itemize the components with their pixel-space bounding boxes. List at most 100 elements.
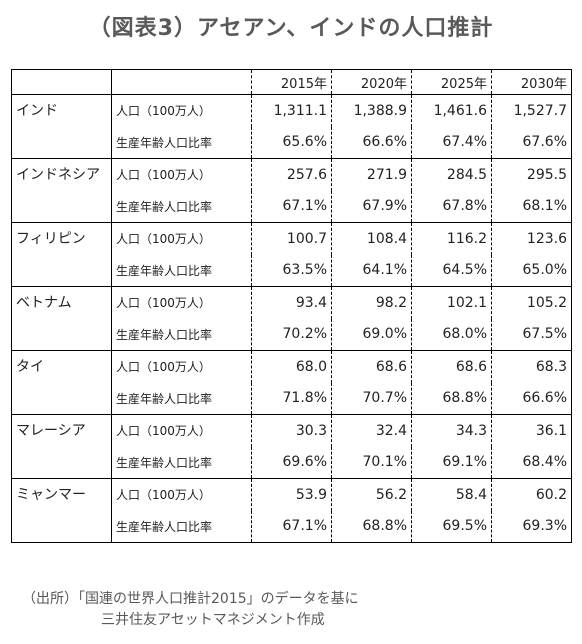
ratio-value: 66.6%	[491, 382, 572, 415]
table-row-ratio: 生産年齢人口比率 71.8% 70.7% 68.8% 66.6%	[12, 382, 572, 415]
ratio-value: 67.8%	[411, 190, 492, 223]
table-row-population: インド 人口（100万人） 1,311.1 1,388.9 1,461.6 1,527.7	[11, 94, 572, 159]
population-value: 68.3	[491, 350, 572, 383]
table-row-population: マレーシア 人口（100万人） 30.3 32.4 34.3 36.1	[11, 414, 572, 479]
ratio-value: 68.0%	[411, 318, 492, 351]
source-line-2: 三井住友アセットマネジメント作成	[101, 612, 325, 628]
ratio-value: 69.6%	[251, 446, 332, 479]
population-value: 1,461.6	[411, 94, 492, 127]
ratio-value: 67.5%	[491, 318, 572, 351]
population-value: 58.4	[411, 478, 492, 511]
population-value: 284.5	[411, 158, 492, 191]
metric-label-population: 人口（100万人）	[116, 360, 211, 375]
ratio-value: 67.9%	[331, 190, 412, 223]
header-year-2015: 2015年	[251, 69, 332, 95]
country-name: ミャンマー	[11, 478, 112, 543]
population-value: 257.6	[251, 158, 332, 191]
population-value: 1,388.9	[331, 94, 412, 127]
population-value: 60.2	[491, 478, 572, 511]
ratio-value: 69.5%	[411, 510, 492, 543]
population-value: 100.7	[251, 222, 332, 255]
population-value: 30.3	[251, 414, 332, 447]
header-year-2025: 2025年	[411, 69, 492, 95]
header-year-2020: 2020年	[331, 69, 412, 95]
country-name: インドネシア	[11, 158, 112, 223]
table-row-population: ミャンマー 人口（100万人） 53.9 56.2 58.4 60.2	[11, 478, 572, 543]
header-row: 2015年 2020年 2025年 2030年	[11, 69, 572, 95]
header-year-2030: 2030年	[491, 69, 572, 95]
ratio-value: 64.1%	[331, 254, 412, 287]
metric-label-ratio: 生産年齢人口比率	[111, 510, 252, 543]
header-blank-country	[11, 69, 112, 95]
ratio-value: 65.0%	[491, 254, 572, 287]
table-row-population: インドネシア 人口（100万人） 257.6 271.9 284.5 295.5	[11, 158, 572, 223]
population-value: 93.4	[251, 286, 332, 319]
table-row-ratio: 生産年齢人口比率 65.6% 66.6% 67.4% 67.6%	[12, 126, 572, 159]
population-value: 105.2	[491, 286, 572, 319]
country-name: タイ	[11, 350, 112, 415]
metric-label-ratio: 生産年齢人口比率	[111, 190, 252, 223]
metric-label-population: 人口（100万人）	[116, 232, 211, 247]
population-value: 1,527.7	[491, 94, 572, 127]
table-body: インド 人口（100万人） 1,311.1 1,388.9 1,461.6 1,527.7…	[11, 94, 572, 543]
ratio-value: 68.8%	[411, 382, 492, 415]
population-value: 53.9	[251, 478, 332, 511]
ratio-value: 70.1%	[331, 446, 412, 479]
population-value: 116.2	[411, 222, 492, 255]
ratio-value: 67.1%	[251, 510, 332, 543]
population-table: 2015年 2020年 2025年 2030年 インド 人口（100万人） 1,31…	[11, 69, 572, 543]
ratio-value: 66.6%	[331, 126, 412, 159]
population-value: 68.0	[251, 350, 332, 383]
metric-label-ratio: 生産年齢人口比率	[111, 382, 252, 415]
table-row-ratio: 生産年齢人口比率 70.2% 69.0% 68.0% 67.5%	[12, 318, 572, 351]
source-note: （出所）「国連の世界人口推計2015」のデータを基に 三井住友アセットマネジメン…	[22, 589, 359, 631]
ratio-value: 63.5%	[251, 254, 332, 287]
population-value: 34.3	[411, 414, 492, 447]
ratio-value: 67.4%	[411, 126, 492, 159]
country-name: インド	[11, 94, 112, 159]
population-value: 68.6	[331, 350, 412, 383]
population-value: 98.2	[331, 286, 412, 319]
ratio-value: 67.1%	[251, 190, 332, 223]
metric-label-population: 人口（100万人）	[116, 488, 211, 503]
ratio-value: 69.1%	[411, 446, 492, 479]
ratio-value: 68.8%	[331, 510, 412, 543]
population-value: 68.6	[411, 350, 492, 383]
ratio-value: 67.6%	[491, 126, 572, 159]
metric-label-ratio: 生産年齢人口比率	[111, 318, 252, 351]
country-name: ベトナム	[11, 286, 112, 351]
metric-label-population: 人口（100万人）	[116, 168, 211, 183]
population-value: 32.4	[331, 414, 412, 447]
metric-label-ratio: 生産年齢人口比率	[111, 446, 252, 479]
population-value: 56.2	[331, 478, 412, 511]
source-line-1: （出所）「国連の世界人口推計2015」のデータを基に	[22, 591, 359, 607]
table-row-ratio: 生産年齢人口比率 67.1% 68.8% 69.5% 69.3%	[12, 510, 572, 543]
population-value: 108.4	[331, 222, 412, 255]
population-value: 295.5	[491, 158, 572, 191]
ratio-value: 70.7%	[331, 382, 412, 415]
population-value: 1,311.1	[251, 94, 332, 127]
ratio-value: 69.0%	[331, 318, 412, 351]
page-title: （図表3）アセアン、インドの人口推計	[88, 16, 494, 41]
ratio-value: 71.8%	[251, 382, 332, 415]
country-name: マレーシア	[11, 414, 112, 479]
metric-label-population: 人口（100万人）	[116, 296, 211, 311]
ratio-value: 68.4%	[491, 446, 572, 479]
table-row-population: ベトナム 人口（100万人） 93.4 98.2 102.1 105.2	[11, 286, 572, 351]
metric-label-ratio: 生産年齢人口比率	[111, 254, 252, 287]
metric-label-ratio: 生産年齢人口比率	[111, 126, 252, 159]
ratio-value: 64.5%	[411, 254, 492, 287]
population-value: 102.1	[411, 286, 492, 319]
ratio-value: 65.6%	[251, 126, 332, 159]
table-row-population: タイ 人口（100万人） 68.0 68.6 68.6 68.3	[11, 350, 572, 415]
ratio-value: 69.3%	[491, 510, 572, 543]
table-row-ratio: 生産年齢人口比率 63.5% 64.1% 64.5% 65.0%	[12, 254, 572, 287]
ratio-value: 70.2%	[251, 318, 332, 351]
header-blank-metric	[111, 69, 252, 95]
table-row-ratio: 生産年齢人口比率 69.6% 70.1% 69.1% 68.4%	[12, 446, 572, 479]
population-value: 271.9	[331, 158, 412, 191]
table-row-ratio: 生産年齢人口比率 67.1% 67.9% 67.8% 68.1%	[12, 190, 572, 223]
ratio-value: 68.1%	[491, 190, 572, 223]
country-name: フィリピン	[11, 222, 112, 287]
population-value: 123.6	[491, 222, 572, 255]
